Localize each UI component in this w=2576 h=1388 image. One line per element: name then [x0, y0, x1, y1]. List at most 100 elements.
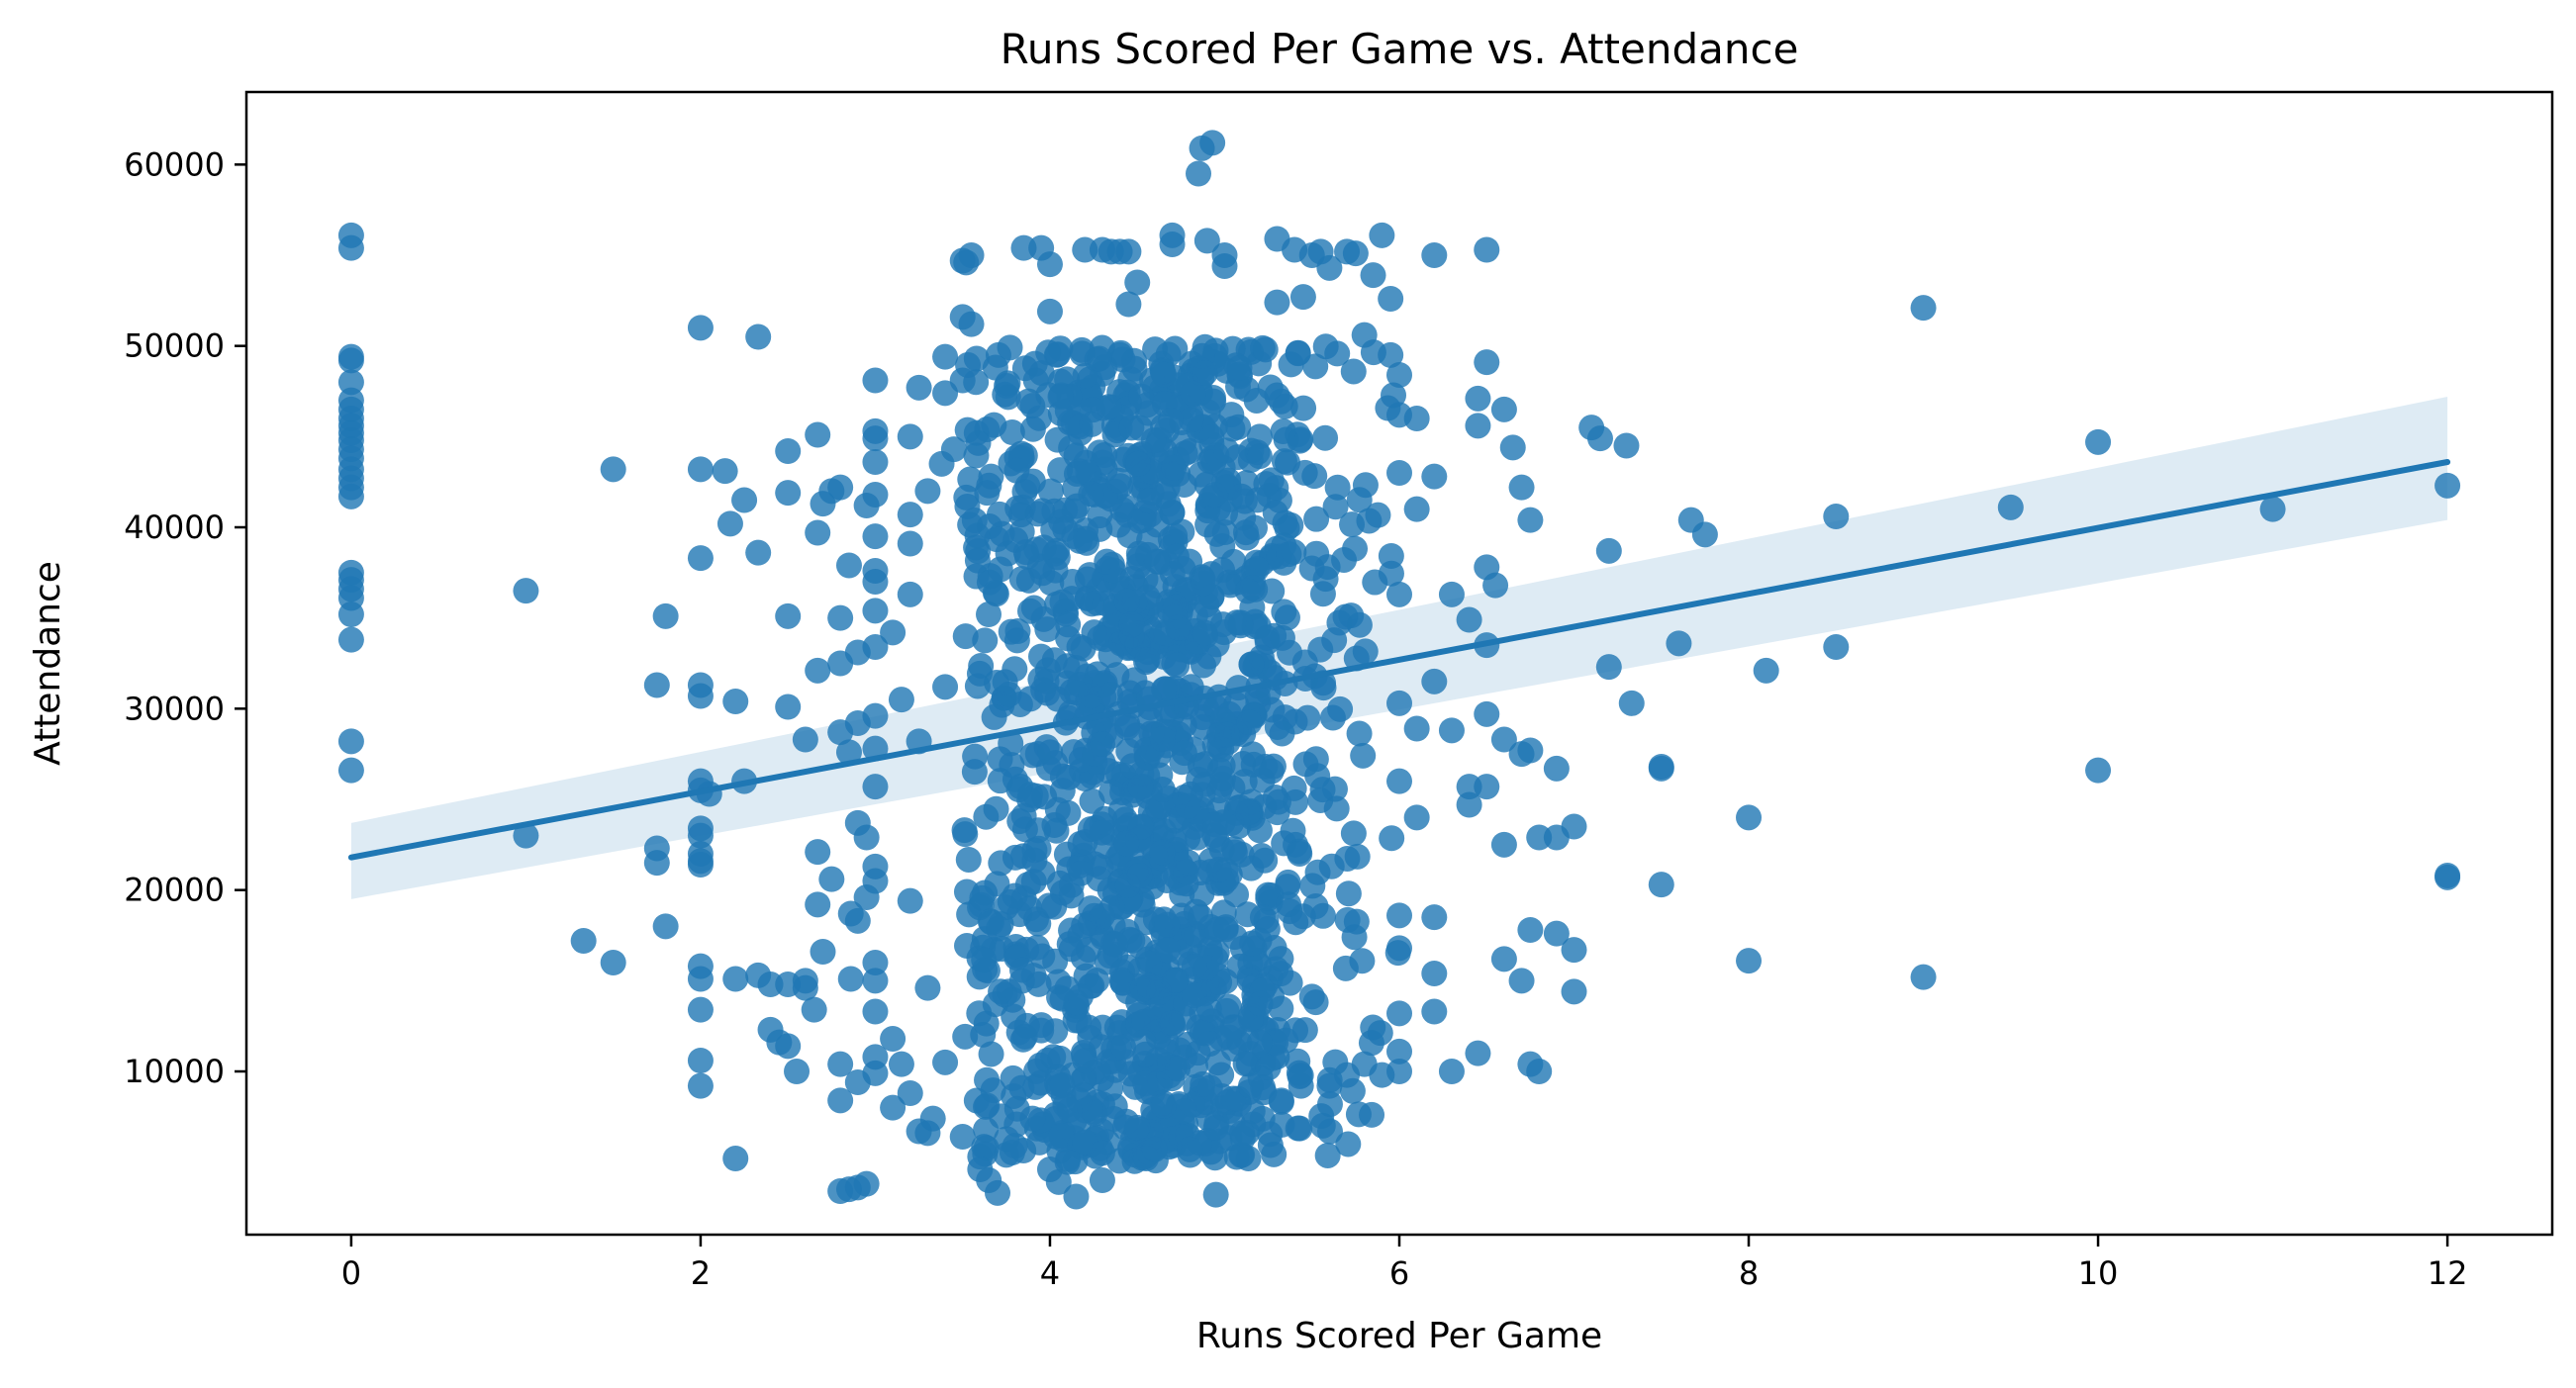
data-point: [1177, 1136, 1203, 1162]
data-point: [862, 968, 889, 994]
data-point: [775, 480, 802, 507]
data-point: [1291, 649, 1318, 676]
data-point: [952, 821, 979, 848]
data-point: [1030, 677, 1057, 703]
data-point: [722, 1146, 749, 1171]
data-point: [1171, 1098, 1197, 1125]
data-point: [897, 530, 923, 557]
data-point: [1076, 1014, 1102, 1041]
data-point: [1456, 606, 1482, 633]
data-point: [600, 950, 626, 975]
data-point: [1201, 413, 1228, 439]
data-point: [1043, 817, 1070, 844]
data-point: [1212, 914, 1239, 941]
data-point: [1231, 769, 1258, 795]
data-point: [1132, 1070, 1159, 1097]
data-point: [1465, 1040, 1491, 1066]
data-point: [914, 974, 941, 1001]
data-point: [1142, 336, 1169, 363]
data-point: [919, 1105, 946, 1132]
data-point: [1199, 130, 1226, 156]
data-point: [1360, 262, 1386, 289]
data-point: [1465, 385, 1491, 412]
data-point: [1314, 1142, 1341, 1168]
data-point: [1246, 1029, 1273, 1056]
data-point: [1049, 1071, 1076, 1098]
data-point: [1078, 895, 1104, 922]
data-point: [1234, 578, 1261, 604]
data-point: [1421, 668, 1448, 694]
data-point: [687, 1072, 714, 1099]
data-point: [1340, 358, 1367, 385]
data-point: [1014, 473, 1041, 500]
data-point: [687, 822, 714, 849]
data-point: [1618, 690, 1645, 716]
data-point: [1648, 755, 1674, 782]
data-point: [1030, 605, 1057, 632]
data-point: [1079, 411, 1105, 437]
data-point: [978, 463, 1004, 490]
data-point: [1118, 415, 1145, 441]
data-point: [862, 598, 889, 624]
x-tick-label: 6: [1389, 1254, 1409, 1292]
data-point: [1127, 774, 1154, 800]
chart-title: Runs Scored Per Game vs. Attendance: [1001, 25, 1799, 73]
data-point: [1277, 970, 1303, 996]
data-point: [1124, 450, 1151, 477]
data-point: [1086, 345, 1112, 372]
data-point: [775, 438, 802, 464]
data-point: [1386, 1000, 1412, 1027]
data-point: [687, 852, 714, 878]
data-point: [1421, 998, 1448, 1025]
data-point: [1386, 935, 1412, 962]
data-point: [988, 978, 1014, 1005]
data-point: [1287, 840, 1313, 867]
data-point: [932, 674, 959, 700]
data-point: [1298, 983, 1325, 1010]
data-point: [1421, 463, 1448, 490]
data-point: [687, 1048, 714, 1073]
data-point: [1045, 969, 1072, 995]
data-point: [1339, 511, 1366, 538]
data-point: [985, 1179, 1011, 1206]
data-point: [1238, 651, 1265, 678]
data-point: [964, 673, 991, 699]
data-point: [1102, 931, 1129, 958]
x-tick-label: 2: [691, 1254, 711, 1292]
data-point: [1151, 361, 1178, 388]
data-point: [988, 850, 1014, 877]
data-point: [880, 619, 906, 646]
data-point: [1110, 1034, 1137, 1061]
data-point: [1188, 461, 1214, 488]
x-tick-label: 10: [2078, 1254, 2119, 1292]
data-point: [1490, 726, 1517, 753]
data-point: [1070, 1066, 1097, 1093]
data-point: [906, 374, 932, 401]
data-point: [1149, 839, 1176, 866]
data-point: [775, 694, 802, 720]
data-point: [1302, 353, 1329, 380]
data-point: [337, 728, 364, 755]
data-point: [1023, 934, 1050, 961]
data-point: [1141, 1136, 1168, 1162]
data-point: [1002, 1133, 1028, 1159]
data-point: [1246, 443, 1273, 470]
data-point: [731, 487, 758, 513]
data-point: [1008, 444, 1035, 471]
data-point: [1119, 753, 1146, 780]
data-point: [1181, 954, 1207, 980]
data-point: [1378, 286, 1404, 312]
data-point: [1421, 242, 1448, 268]
data-point: [1078, 481, 1104, 508]
data-point: [1001, 1082, 1027, 1109]
data-point: [1205, 856, 1232, 882]
data-point: [1209, 765, 1236, 791]
data-point: [1004, 495, 1031, 521]
data-point: [1115, 291, 1142, 318]
data-point: [1474, 700, 1500, 727]
data-point: [1035, 892, 1062, 919]
data-point: [652, 602, 679, 629]
data-point: [1351, 322, 1378, 348]
data-point: [996, 681, 1022, 707]
data-point: [1252, 336, 1279, 363]
